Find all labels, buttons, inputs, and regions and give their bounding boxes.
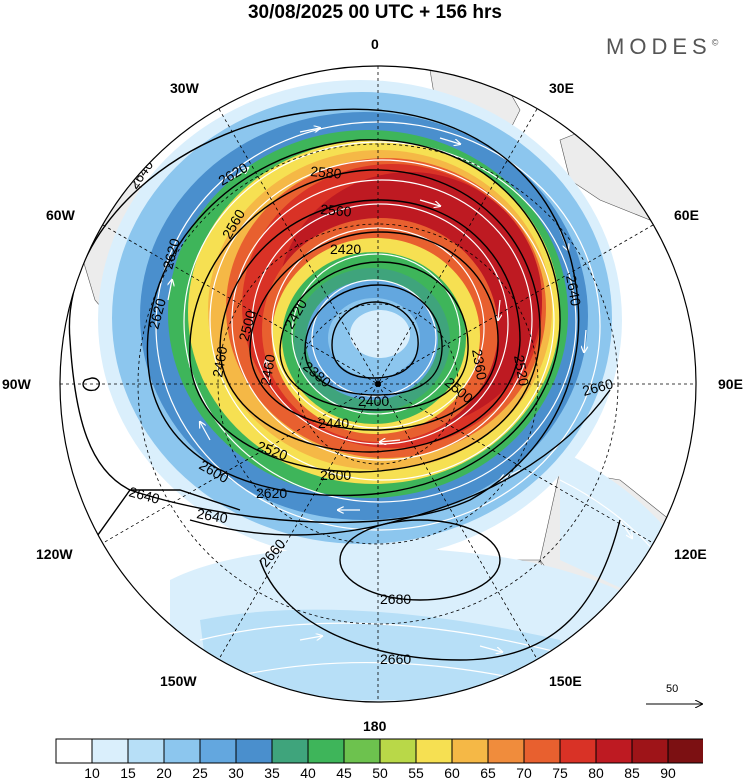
colorbar-swatch — [127, 738, 165, 764]
colorbar — [55, 738, 703, 764]
colorbar-swatch — [451, 738, 489, 764]
lon-label-90e: 90E — [718, 376, 743, 392]
reference-vector-label: 50 — [666, 683, 679, 695]
colorbar-swatch — [199, 738, 237, 764]
lon-label-60e: 60E — [674, 207, 699, 223]
colorbar-tick-label: 35 — [264, 765, 280, 781]
colorbar-swatch — [343, 738, 381, 764]
colorbar-swatch — [667, 738, 703, 764]
colorbar-swatch — [379, 738, 417, 764]
lon-label-60w: 60W — [46, 207, 75, 223]
map-title: 30/08/2025 00 UTC + 156 hrs — [247, 2, 503, 23]
lon-label-150w: 150W — [160, 673, 197, 689]
colorbar-swatch — [235, 738, 273, 764]
colorbar-tick-label: 55 — [408, 765, 424, 781]
colorbar-tick-label: 75 — [552, 765, 568, 781]
lon-label-150e: 150E — [549, 673, 582, 689]
colorbar-tick-label: 45 — [336, 765, 352, 781]
colorbar-tick-label: 80 — [588, 765, 604, 781]
colorbar-swatch — [631, 738, 669, 764]
colorbar-tick-label: 70 — [516, 765, 532, 781]
colorbar-tick-label: 60 — [444, 765, 460, 781]
modes-logo: MODES© — [606, 34, 718, 60]
contour-label: 2680 — [380, 591, 411, 607]
colorbar-swatch — [487, 738, 525, 764]
colorbar-tick-label: 25 — [192, 765, 208, 781]
colorbar-swatch — [271, 738, 309, 764]
brand-text: MODES — [606, 34, 712, 59]
colorbar-swatch — [55, 738, 93, 764]
contour-label: 2460 — [257, 353, 278, 387]
colorbar-swatch — [91, 738, 129, 764]
colorbar-tick-label: 65 — [480, 765, 496, 781]
contour-label: 2440 — [318, 415, 349, 431]
colorbar-swatch — [163, 738, 201, 764]
contour-label: 2400 — [358, 393, 389, 409]
lon-label-120e: 120E — [674, 546, 707, 562]
map-boundary — [59, 65, 697, 703]
contour-label: 2640 — [195, 505, 229, 526]
wind-speed-shading — [98, 80, 696, 702]
contour-label: 2640 — [563, 274, 584, 308]
contour-label: 2660 — [581, 375, 615, 399]
colorbar-swatch — [559, 738, 597, 764]
contour-label: 2360 — [469, 348, 490, 382]
colorbar-tick-label: 15 — [120, 765, 136, 781]
lon-label-90w: 90W — [2, 376, 31, 392]
pole-marker — [375, 381, 381, 387]
colorbar-tick-label: 30 — [228, 765, 244, 781]
colorbar-swatch — [595, 738, 633, 764]
contour-label: 2660 — [380, 651, 411, 667]
colorbar-swatch — [523, 738, 561, 764]
contour-label: 2500 — [235, 308, 259, 342]
colorbar-swatch — [415, 738, 453, 764]
colorbar-tick-label: 90 — [660, 765, 676, 781]
colorbar-tick-label: 10 — [84, 765, 100, 781]
contour-label: 2420 — [330, 241, 361, 257]
copyright-mark: © — [711, 37, 719, 48]
contour-label: 2520 — [511, 354, 532, 388]
colorbar-swatch — [307, 738, 345, 764]
contour-label: 2600 — [320, 467, 351, 483]
lon-label-30e: 30E — [549, 80, 574, 96]
contour-label: 2640 — [127, 483, 161, 507]
lon-label-30w: 30W — [170, 80, 199, 96]
colorbar-tick-label: 85 — [624, 765, 640, 781]
lon-label-120w: 120W — [36, 546, 73, 562]
contour-label: 2620 — [159, 236, 183, 270]
lon-label-180: 180 — [363, 718, 387, 734]
lon-label-0: 0 — [371, 36, 379, 52]
contour-label: 2580 — [310, 163, 343, 182]
contour-label: 2620 — [256, 485, 287, 501]
contour-label: 2560 — [320, 201, 353, 220]
height-contours — [68, 108, 621, 661]
colorbar-tick-label: 40 — [300, 765, 316, 781]
colorbar-tick-label: 50 — [372, 765, 388, 781]
colorbar-tick-label: 20 — [156, 765, 172, 781]
